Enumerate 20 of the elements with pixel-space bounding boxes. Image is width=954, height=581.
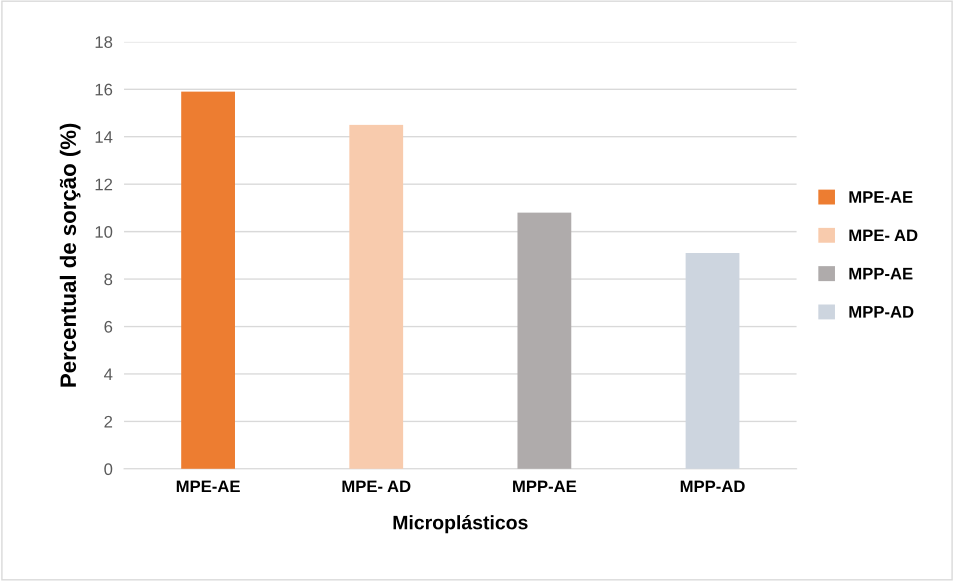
y-tick-label: 0 [104,463,112,476]
y-axis-title: Percentual de sorção (%) [60,124,80,387]
y-tick-label: 16 [96,84,112,96]
y-tick-label: 12 [96,178,112,190]
x-axis-title: Microplásticos [394,514,528,534]
legend-label: MPP-AE [849,268,912,280]
y-tick-label: 8 [104,273,112,286]
legend-label: MPE-AE [849,191,912,203]
x-tick-label: MPP-AE [513,480,576,492]
y-tick-label: 10 [96,226,112,238]
x-tick-label: MPP-AD [680,480,745,492]
x-tick-label: MPE- AD [342,480,410,492]
y-tick-label: 14 [96,131,112,143]
y-tick-label: 4 [104,368,112,380]
y-tick-label: 18 [96,36,112,48]
x-tick-label: MPE-AE [176,480,240,492]
y-tick-label: 2 [104,416,112,428]
legend-label: MPE- AD [849,230,918,242]
legend-label: MPP-AD [849,306,914,318]
y-tick-label: 6 [104,320,112,333]
